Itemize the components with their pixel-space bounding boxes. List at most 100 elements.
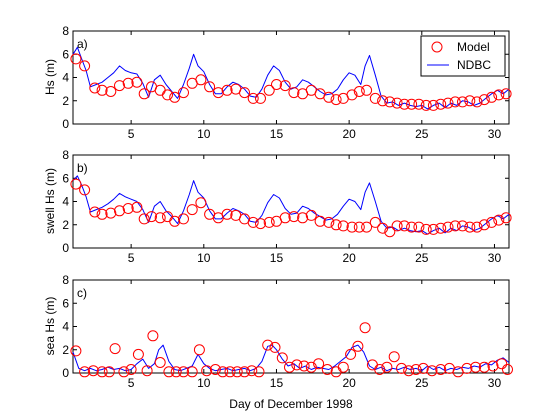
model-point [388, 351, 400, 363]
model-point [500, 88, 512, 100]
model-point [291, 359, 303, 371]
model-point [487, 360, 499, 372]
model-point [496, 358, 508, 370]
model-point [279, 212, 291, 224]
model-point [195, 197, 207, 209]
model-point [186, 204, 198, 216]
model-point [398, 98, 410, 110]
x-tick-label: 10 [197, 376, 211, 390]
model-point [361, 221, 373, 233]
model-point [122, 203, 134, 214]
model-point [493, 214, 505, 226]
model-point [89, 82, 101, 94]
model-point [87, 365, 99, 377]
model-point [169, 215, 181, 227]
model-point [442, 221, 454, 233]
model-point [262, 339, 274, 351]
model-point [263, 216, 275, 228]
model-point [410, 364, 422, 375]
y-tick-label: 8 [62, 24, 69, 38]
model-point [369, 92, 381, 104]
model-point [457, 96, 468, 108]
model-point [70, 345, 82, 357]
model-point [426, 365, 438, 377]
x-axis: 5 10 15 20 25 30 [128, 155, 501, 265]
model-point [141, 365, 153, 377]
model-point [201, 365, 213, 377]
model-point [131, 76, 143, 88]
x-axis-label: Day of December 1998 [229, 397, 353, 411]
model-point [471, 221, 483, 233]
model-point [255, 218, 266, 230]
model-point [353, 86, 365, 97]
model-point [406, 221, 418, 233]
model-point [298, 360, 310, 372]
model-point [253, 366, 265, 378]
model-point [221, 84, 233, 96]
model-point [224, 366, 236, 378]
model-point [361, 84, 373, 96]
model-point [70, 53, 82, 65]
y-axis: 0 2 4 6 8 [62, 148, 509, 255]
panel-b: b) 0 2 4 6 8 5 10 15 20 25 30 swell Hs (m) [43, 148, 512, 265]
model-point [170, 366, 182, 378]
model-point [118, 366, 130, 378]
model-point [398, 220, 410, 232]
model-point [163, 366, 175, 378]
y-tick-label: 4 [62, 320, 69, 334]
model-point [470, 361, 482, 373]
legend: Model NDBC [420, 35, 506, 77]
model-point [271, 79, 282, 90]
model-point [209, 364, 221, 375]
x-tick-label: 25 [415, 127, 429, 141]
y-tick-label: 2 [62, 343, 69, 357]
model-point [279, 80, 291, 92]
model-point [314, 215, 326, 227]
model-point [255, 92, 266, 104]
y-tick-label: 6 [62, 47, 69, 61]
x-tick-label: 20 [342, 127, 356, 141]
model-point [276, 352, 288, 364]
model-point [427, 99, 439, 111]
model-point [500, 212, 512, 224]
x-axis: 5 10 15 20 25 30 [128, 31, 501, 141]
model-point [105, 86, 117, 97]
model-point [109, 343, 121, 355]
model-point [417, 362, 429, 374]
model-point [239, 366, 250, 378]
model-point [413, 221, 425, 233]
plot-frame [72, 154, 510, 249]
x-tick-label: 15 [270, 251, 284, 265]
model-point [486, 216, 498, 228]
model-point [464, 221, 476, 233]
x-tick-label: 10 [197, 127, 211, 141]
model-point [146, 211, 157, 223]
series-layer [70, 46, 512, 111]
panel-tag: b) [77, 161, 88, 175]
model-point [413, 98, 425, 110]
y-tick-label: 4 [62, 71, 69, 85]
model-point [79, 60, 91, 72]
y-tick-label: 4 [62, 195, 69, 209]
model-point [384, 96, 396, 108]
model-point [131, 201, 143, 213]
model-point [186, 366, 198, 378]
x-tick-label: 5 [128, 127, 135, 141]
y-axis: 0 2 4 6 8 [62, 273, 509, 380]
model-point [305, 209, 317, 221]
model-point [323, 91, 335, 103]
model-point [105, 207, 117, 219]
model-point [321, 364, 333, 375]
model-point [384, 226, 396, 238]
series-layer [70, 322, 513, 378]
model-point [435, 98, 447, 110]
model-point [457, 220, 468, 232]
model-point [377, 222, 389, 234]
panel-tag: a) [77, 37, 88, 51]
model-point [420, 99, 432, 111]
y-tick-label: 0 [62, 117, 69, 131]
model-point [195, 74, 207, 86]
model-point [212, 87, 224, 99]
model-point [330, 219, 342, 231]
model-point [70, 178, 82, 190]
